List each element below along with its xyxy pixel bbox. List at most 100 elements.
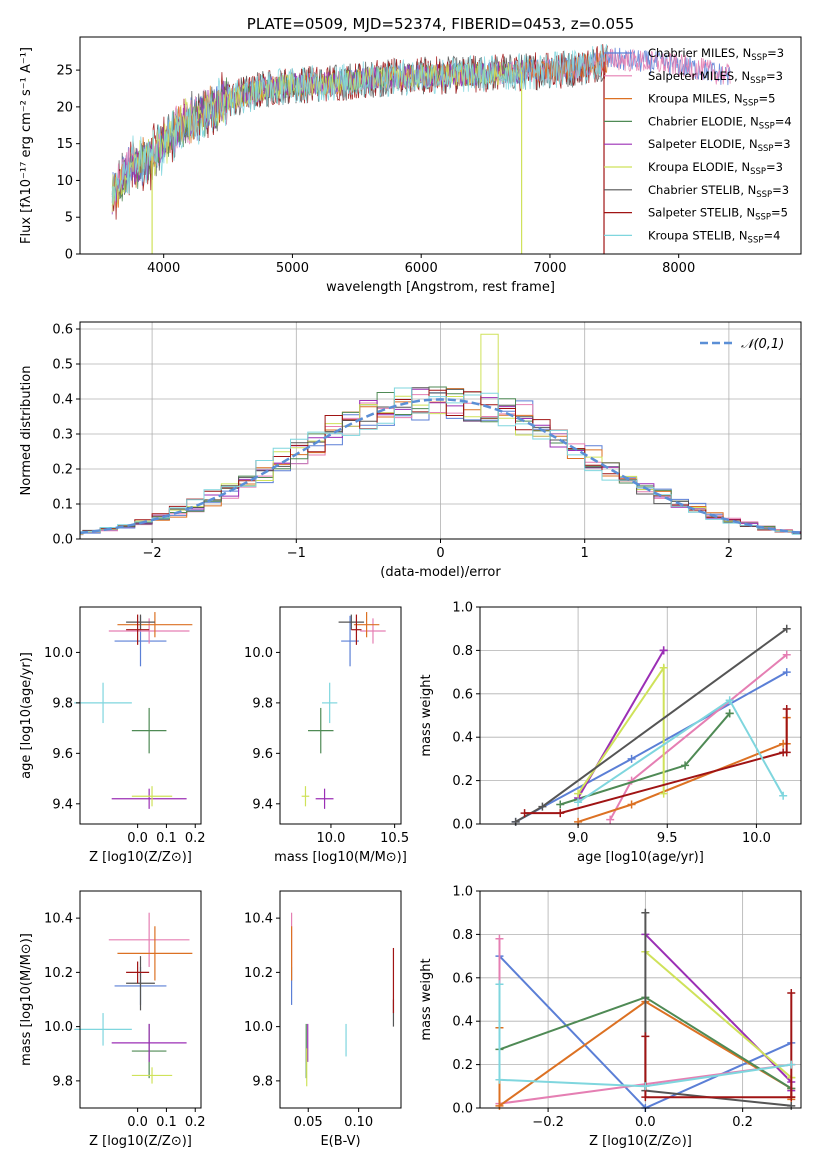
spectrum-lines [111,44,731,254]
y-tick-label: 5 [65,211,73,226]
x-tick-label: 0.10 [344,1115,373,1130]
errorbar-point [126,961,150,984]
series-line [498,984,792,1088]
y-tick-label: 9.6 [52,747,73,762]
errorbar-point [108,912,190,967]
legend-entry: Chabrier MILES, NSSP=3 [648,46,784,63]
errorbar-point [322,682,338,724]
axes-frame [79,36,802,255]
spectrum-line [111,44,608,205]
series-marker [681,761,690,770]
series-marker [641,1082,650,1091]
x-axis-label: mass [log10(M/M⊙)] [274,850,407,865]
y-tick-label: 10.4 [244,912,273,927]
errorbar-point [351,614,362,645]
mass-weight-panel: 9.0 9.5 10.0 0.0 0.2 0.4 0.6 0.8 1.0 age [log10(a… [419,601,802,865]
x-tick-label: 10.0 [316,831,345,846]
y-axis-label: mass weight [419,958,434,1040]
histograms [80,333,801,536]
y-tick-label: 9.8 [252,1074,273,1089]
series-marker [782,624,791,633]
errorbar-point [74,682,132,724]
legend-entry: Kroupa STELIB, NSSP=4 [648,228,780,245]
series-marker [627,754,636,763]
legend-entry: Salpeter STELIB, NSSP=5 [648,206,788,223]
series-marker [725,709,734,718]
y-tick-label: 0 [65,248,73,263]
x-tick-label: 0 [436,546,444,561]
x-tick-label: 0.0 [127,1115,148,1130]
y-axis-label: age [log10(age/yr)] [19,652,34,779]
y-tick-label: 9.8 [252,696,273,711]
series-marker [659,789,668,798]
y-tick-label: 0.0 [52,533,73,548]
series-marker [787,988,796,997]
y-tick-label: 0.6 [52,323,73,338]
series-marker [556,809,565,818]
y-tick-label: 0.6 [452,687,473,702]
errorbar-point [308,707,334,754]
y-tick-label: 0.6 [452,971,473,986]
series-marker [779,791,788,800]
errorbar-panel: 0.0 0.1 0.2 9.4 9.6 9.8 10.0 Z [log10(Z/Z⊙)] age… [19,606,206,865]
errorbar-panel: 10.0 10.5 9.4 9.6 9.8 10.0 mass [log10(M/M⊙)] [244,606,409,865]
y-tick-label: 0.3 [52,428,73,443]
errorbar-point [338,614,365,630]
y-axis-label: mass weight [419,674,434,756]
x-axis-label: Z [log10(Z/Z⊙)] [89,850,192,865]
x-tick-label: 9.5 [657,831,678,846]
errorbar-point [117,612,193,638]
series-marker [641,908,650,917]
histogram-step [80,387,801,535]
axes-frame [79,890,202,1109]
axes-frame [279,890,402,1109]
x-tick-label: 8000 [662,261,695,276]
series-marker [787,1093,796,1102]
y-tick-label: 0.0 [452,818,473,833]
legend-entry: Chabrier ELODIE, NSSP=4 [648,114,792,131]
errorbar-panel: 0.0 0.1 0.2 9.8 10.0 10.2 10.4 Z [log10(Z/Z⊙)] m… [19,890,206,1149]
x-axis-label: age [log10(age/yr)] [577,850,704,865]
legend-entry: Salpeter ELODIE, NSSP=3 [648,137,791,154]
y-tick-label: 10.4 [44,912,73,927]
y-tick-label: 0.2 [452,1058,473,1073]
y-tick-label: 0.1 [52,498,73,513]
series-marker [606,815,615,824]
y-tick-label: 1.0 [452,601,473,616]
y-tick-label: 0.8 [452,644,473,659]
x-tick-label: 6000 [405,261,438,276]
y-axis-label: mass [log10(M/M⊙)] [19,933,34,1066]
series-marker [787,1060,796,1069]
x-tick-label: 10.0 [742,831,771,846]
series-marker [495,934,504,943]
y-tick-label: 10.0 [44,646,73,661]
x-axis-label: (data-model)/error [380,565,501,580]
series-marker [641,1093,650,1102]
x-tick-label: 4000 [147,261,180,276]
x-tick-label: 7000 [533,261,566,276]
series-marker [787,1101,796,1110]
series-marker [641,1032,650,1041]
legend-entry: Kroupa MILES, NSSP=5 [648,92,775,109]
x-axis-label: Z [log10(Z/Z⊙)] [589,1134,692,1149]
x-tick-label: 0.1 [156,1115,177,1130]
series-marker [574,798,583,807]
mass-weight-panel: −0.2 0.0 0.2 0.0 0.2 0.4 0.6 0.8 1.0 Z [log10(Z/Z… [419,885,802,1149]
series-marker [782,704,791,713]
residual-histogram-panel: −2 −1 0 1 2 0.0 0.1 0.2 0.3 0.4 0.5 0.6 (data-model)… [19,321,802,580]
errorbar-point [131,707,167,754]
errorbar-point [126,614,155,630]
y-tick-label: 0.5 [52,358,73,373]
y-tick-label: 0.4 [52,393,73,408]
series-marker [782,748,791,757]
gaussian-curve [80,398,801,535]
y-tick-label: 0.4 [452,731,473,746]
x-tick-label: −1 [287,546,306,561]
legend: Chabrier MILES, NSSP=3 Salpeter MILES, NS… [604,46,792,245]
y-tick-label: 20 [56,100,73,115]
x-tick-label: 2 [725,546,733,561]
y-tick-label: 0.2 [452,774,473,789]
errorbar-point [315,788,334,809]
x-tick-label: 0.1 [156,831,177,846]
errorbar-point [301,786,310,807]
